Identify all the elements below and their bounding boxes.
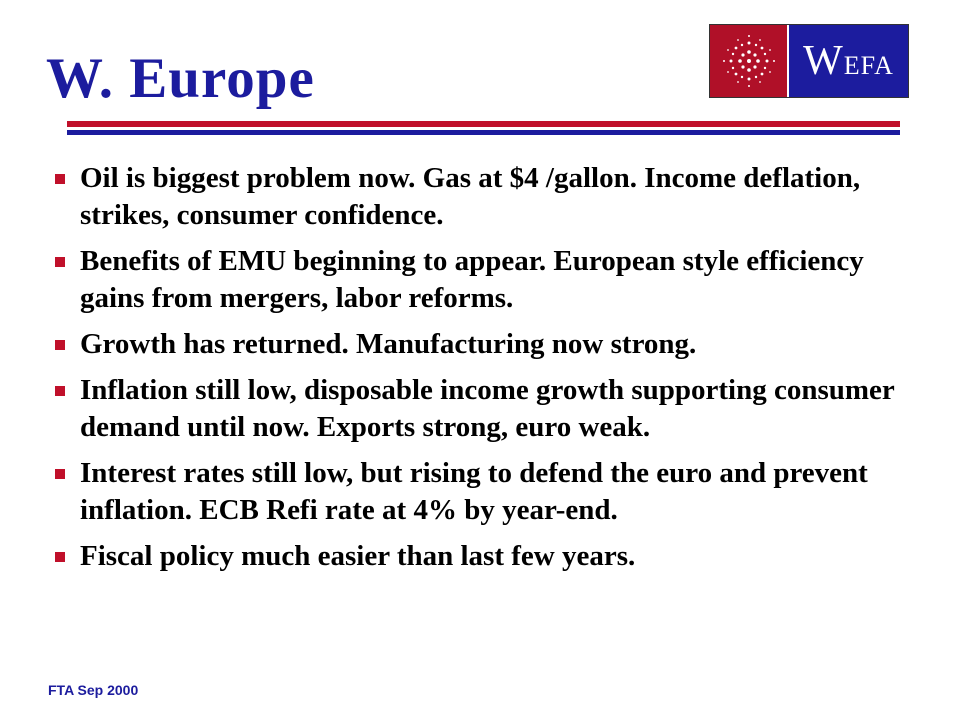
wefa-rest: EFA (843, 51, 894, 80)
bullet-text: Inflation still low, disposable income g… (80, 374, 895, 443)
bullet-item: Fiscal policy much easier than last few … (50, 538, 930, 575)
bullet-square-icon (55, 174, 65, 184)
slide-title: W. Europe (46, 47, 315, 110)
wefa-logo: WEFA (709, 24, 909, 98)
bullet-square-icon (55, 340, 65, 350)
bullet-text: Fiscal policy much easier than last few … (80, 540, 636, 572)
wefa-wordmark: WEFA (789, 25, 908, 97)
bullet-list: Oil is biggest problem now. Gas at $4 /g… (50, 160, 930, 584)
bullet-text: Interest rates still low, but rising to … (80, 457, 868, 526)
bullet-item: Oil is biggest problem now. Gas at $4 /g… (50, 160, 930, 234)
bullet-square-icon (55, 552, 65, 562)
bullet-text: Growth has returned. Manufacturing now s… (80, 328, 697, 360)
bullet-square-icon (55, 386, 65, 396)
bullet-text: Benefits of EMU beginning to appear. Eur… (80, 245, 864, 314)
sunburst-dots-icon (710, 25, 789, 97)
bullet-text: Oil is biggest problem now. Gas at $4 /g… (80, 162, 861, 231)
title-divider-red (67, 121, 900, 127)
sunburst-graphic (722, 35, 775, 87)
bullet-item: Inflation still low, disposable income g… (50, 372, 930, 446)
bullet-item: Benefits of EMU beginning to appear. Eur… (50, 243, 930, 317)
bullet-square-icon (55, 257, 65, 267)
wefa-initial: W (803, 38, 844, 84)
bullet-square-icon (55, 469, 65, 479)
footer-text: FTA Sep 2000 (48, 682, 139, 698)
bullet-item: Growth has returned. Manufacturing now s… (50, 326, 930, 363)
bullet-item: Interest rates still low, but rising to … (50, 455, 930, 529)
title-divider-blue (67, 130, 900, 135)
wefa-wordmark-text: WEFA (803, 37, 894, 85)
